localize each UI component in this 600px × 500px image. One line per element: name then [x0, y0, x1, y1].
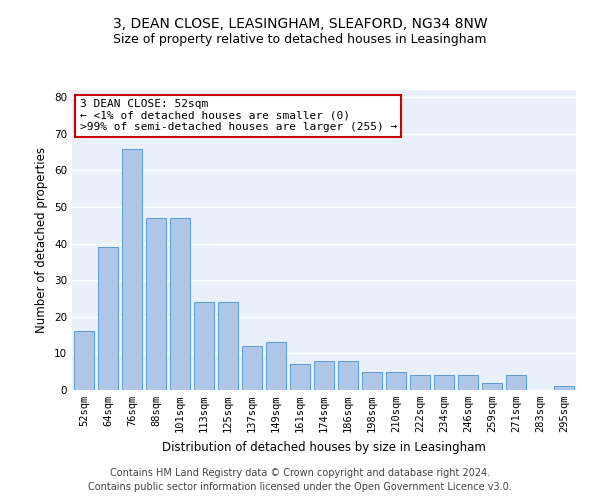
- Bar: [266, 342, 286, 390]
- Bar: [506, 376, 526, 390]
- Text: 3 DEAN CLOSE: 52sqm
← <1% of detached houses are smaller (0)
>99% of semi-detach: 3 DEAN CLOSE: 52sqm ← <1% of detached ho…: [80, 99, 397, 132]
- Bar: [218, 302, 238, 390]
- Bar: [122, 148, 142, 390]
- Bar: [242, 346, 262, 390]
- Text: Contains public sector information licensed under the Open Government Licence v3: Contains public sector information licen…: [88, 482, 512, 492]
- Bar: [458, 376, 478, 390]
- Bar: [554, 386, 574, 390]
- Y-axis label: Number of detached properties: Number of detached properties: [35, 147, 49, 333]
- Bar: [290, 364, 310, 390]
- Text: Contains HM Land Registry data © Crown copyright and database right 2024.: Contains HM Land Registry data © Crown c…: [110, 468, 490, 477]
- Text: 3, DEAN CLOSE, LEASINGHAM, SLEAFORD, NG34 8NW: 3, DEAN CLOSE, LEASINGHAM, SLEAFORD, NG3…: [113, 18, 487, 32]
- Bar: [482, 382, 502, 390]
- Bar: [194, 302, 214, 390]
- Bar: [74, 332, 94, 390]
- Bar: [146, 218, 166, 390]
- Text: Size of property relative to detached houses in Leasingham: Size of property relative to detached ho…: [113, 32, 487, 46]
- X-axis label: Distribution of detached houses by size in Leasingham: Distribution of detached houses by size …: [162, 440, 486, 454]
- Bar: [314, 360, 334, 390]
- Bar: [434, 376, 454, 390]
- Bar: [170, 218, 190, 390]
- Bar: [338, 360, 358, 390]
- Bar: [362, 372, 382, 390]
- Bar: [386, 372, 406, 390]
- Bar: [410, 376, 430, 390]
- Bar: [98, 248, 118, 390]
